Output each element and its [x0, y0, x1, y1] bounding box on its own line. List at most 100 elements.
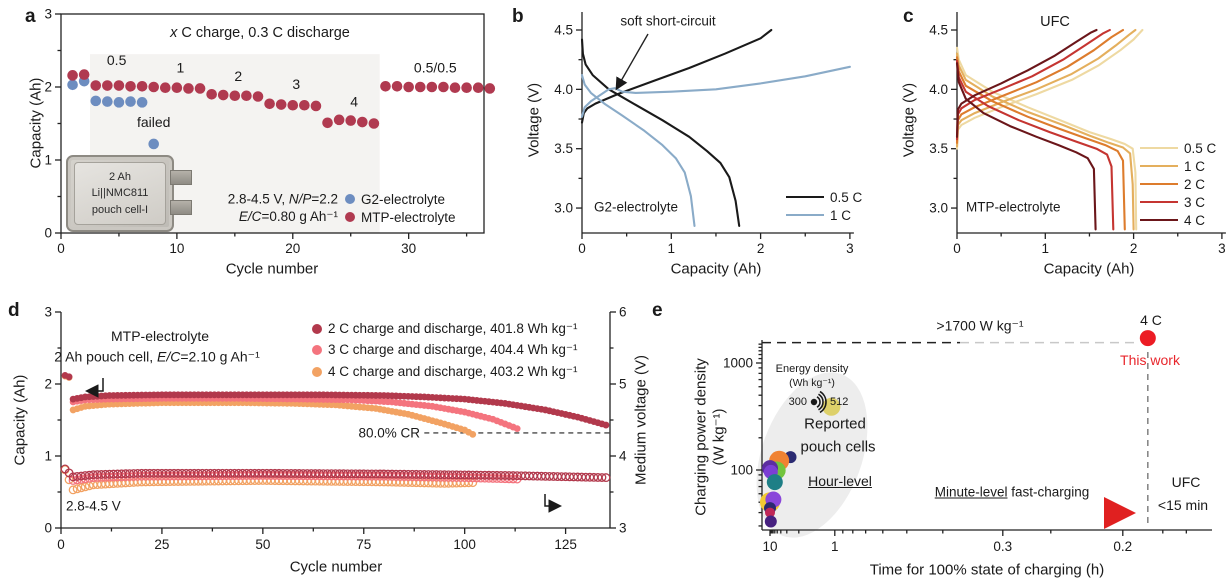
legend-swatch	[345, 212, 355, 222]
rate-annotation: 4	[350, 94, 358, 110]
legend-label: 3 C charge and discharge, 404.4 Wh kg⁻¹	[328, 342, 578, 358]
tick-label: 100	[730, 463, 753, 478]
legend-c: 0.5 C 1 C 2 C 3 C 4 C	[1140, 139, 1216, 229]
tick-label: 5	[619, 377, 627, 392]
legend-item: 3 C charge and discharge, 404.4 Wh kg⁻¹	[312, 340, 578, 362]
cond2-ec-ratio: E/C	[238, 209, 262, 224]
panel-d-ylabel: Capacity (Ah)	[11, 374, 29, 466]
legend-item: 4 C	[1140, 211, 1216, 229]
tick-label: 1	[44, 449, 52, 464]
panel-e-ylabel: Charging power density (W kg⁻¹)	[693, 358, 728, 516]
threshold-label: >1700 W kg⁻¹	[936, 317, 1024, 334]
pouch-cell-photo: 2 Ah Li||NMC811 pouch cell-I	[66, 155, 192, 232]
panel-c-title: UFC	[1040, 14, 1070, 30]
panel-d-plot: 0 25 50 75 100 125 0 1 2 3 3 4 5 6	[44, 305, 627, 553]
legend-swatch	[1140, 200, 1178, 204]
legend-item: 4 C charge and discharge, 403.2 Wh kg⁻¹	[312, 361, 578, 383]
pouch-cell-chemistry: Li||NMC811	[91, 187, 149, 200]
panel-b-letter: b	[512, 6, 524, 27]
panel-c-electrolyte-label: MTP-electrolyte	[966, 199, 1061, 215]
panel-a-letter: a	[25, 6, 36, 27]
legend-item: 1 C	[1140, 157, 1216, 175]
curve-4 C charge	[955, 28, 1098, 138]
panel-d-voltage-range: 2.8-4.5 V	[66, 498, 121, 514]
legend-label: G2-electrolyte	[361, 191, 446, 207]
capacity-series-2 C	[61, 371, 610, 429]
tick-label: 3	[44, 305, 52, 320]
reported-label-line2: pouch cells	[800, 438, 876, 456]
tick-label: 2	[44, 377, 52, 392]
rate-annotation: 0.5/0.5	[414, 59, 457, 75]
tick-label: 2	[44, 80, 52, 95]
legend-label: 0.5 C	[830, 189, 863, 205]
minute-level-label: Minute-level fast-charging	[935, 485, 1090, 500]
legend-item: 0.5 C	[786, 188, 862, 206]
pouch-cell-name: pouch cell-I	[91, 203, 149, 216]
panel-a-title-italic: x	[170, 25, 178, 41]
curve-1 C charge	[580, 65, 851, 118]
e-ylabel-line2: (W kg⁻¹)	[710, 408, 728, 466]
rate-annotation: 2	[234, 68, 242, 84]
left-axis-arrow	[85, 378, 104, 398]
cond1-post: =2.2	[311, 191, 338, 207]
tick-label: 1	[668, 241, 676, 256]
legend-label: MTP-electrolyte	[361, 209, 456, 225]
tick-label: 3	[44, 7, 52, 22]
ufc-time-label: <15 min	[1157, 497, 1209, 513]
cond1-np-ratio: N/P	[288, 191, 312, 207]
series-MTP-electrolyte	[67, 69, 496, 129]
tick-label: 1	[1042, 241, 1050, 256]
d-text2-post: =2.10 g Ah⁻¹	[180, 348, 260, 365]
tick-label: 30	[401, 241, 416, 256]
tick-label: 75	[356, 537, 371, 552]
curve-1 C charge	[955, 28, 1137, 148]
pouch-cell-tab-bottom	[170, 200, 192, 215]
this-work-rate-label: 4 C	[1140, 312, 1162, 328]
curve-0.5 C discharge	[955, 46, 1138, 231]
tick-label: 1	[831, 539, 839, 554]
cond1-pre: 2.8-4.5 V,	[227, 191, 289, 207]
voltage-series-2 C	[60, 464, 611, 483]
energy-density-max: 512	[830, 396, 849, 408]
curve-1 C discharge	[955, 52, 1135, 231]
legend-item: MTP-electrolyte	[345, 208, 456, 226]
panel-b-annotation: soft short-circuit	[620, 13, 716, 29]
legend-a: G2-electrolyte MTP-electrolyte	[345, 190, 456, 226]
curve-3 C discharge	[955, 59, 1115, 231]
legend-b: 0.5 C 1 C	[786, 188, 862, 224]
panel-d-text1: MTP-electrolyte	[110, 328, 210, 344]
soft-short-arrow	[615, 33, 649, 91]
tick-label: 4.5	[929, 23, 948, 38]
panel-e-xlabel: Time for 100% state of charging (h)	[869, 561, 1105, 579]
energy-density-min: 300	[788, 396, 807, 408]
tick-label: 4.5	[554, 23, 573, 38]
legend-swatch	[1140, 146, 1178, 150]
series-G2-electrolyte	[67, 75, 160, 150]
tick-label: 0	[57, 537, 65, 552]
curve-0.5 C charge	[580, 28, 773, 124]
legend-label: 1 C	[1184, 158, 1206, 174]
panel-b-plot: 0 1 2 3 3.0 3.5 4.0 4.5	[554, 12, 854, 256]
panel-b-xlabel: Capacity (Ah)	[670, 260, 762, 278]
panel-d-text2: 2 Ah pouch cell, E/C=2.10 g Ah⁻¹	[54, 349, 260, 366]
panel-a-ylabel: Capacity (Ah)	[27, 77, 45, 169]
legend-item: 2 C	[1140, 175, 1216, 193]
curve-4 C discharge	[955, 62, 1097, 231]
panel-a-title-rest: C charge, 0.3 C discharge	[177, 25, 350, 41]
curve-0.5 C discharge	[580, 38, 741, 227]
energy-density-title: Energy density	[775, 363, 849, 375]
panel-d-letter: d	[8, 300, 20, 321]
pouch-cell-capacity: 2 Ah	[108, 170, 132, 183]
panel-c-ylabel: Voltage (V)	[900, 82, 918, 158]
rate-annotation: 3	[292, 76, 300, 92]
legend-item: 2 C charge and discharge, 401.8 Wh kg⁻¹	[312, 318, 578, 340]
energy-density-size-icon	[810, 390, 827, 414]
tick-label: 2	[1130, 241, 1138, 256]
cond2-post: =0.80 g Ah⁻¹	[261, 209, 338, 224]
this-work-point	[1139, 330, 1156, 347]
panel-c-xlabel: Capacity (Ah)	[1043, 260, 1135, 278]
legend-item: 1 C	[786, 206, 862, 224]
curve-3 C charge	[955, 28, 1111, 141]
reported-point	[765, 507, 775, 518]
